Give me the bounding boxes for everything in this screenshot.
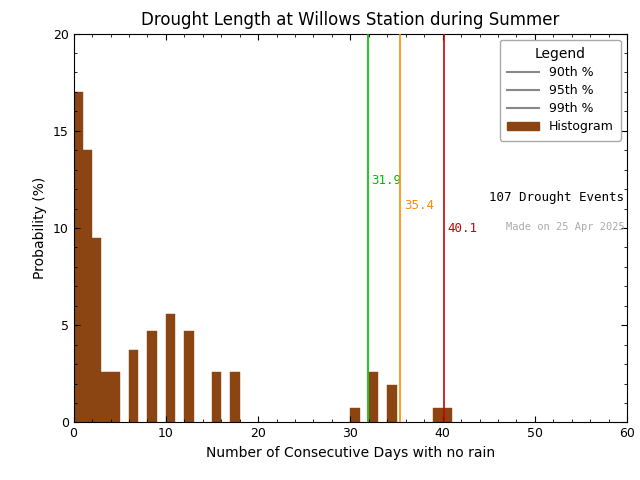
Text: 107 Drought Events: 107 Drought Events [490,191,625,204]
Legend: 90th %, 95th %, 99th %, Histogram: 90th %, 95th %, 99th %, Histogram [500,40,621,141]
Y-axis label: Probability (%): Probability (%) [33,177,47,279]
Bar [111,372,120,422]
Text: 40.1: 40.1 [447,222,477,235]
Bar [351,408,360,422]
Bar [433,408,443,422]
Bar [83,150,92,422]
Title: Drought Length at Willows Station during Summer: Drought Length at Willows Station during… [141,11,559,29]
Bar [74,92,83,422]
Bar [147,331,157,422]
Text: Made on 25 Apr 2025: Made on 25 Apr 2025 [506,222,625,232]
Bar [230,372,239,422]
Text: 35.4: 35.4 [404,199,434,212]
Bar [129,350,138,422]
X-axis label: Number of Consecutive Days with no rain: Number of Consecutive Days with no rain [206,446,495,460]
Bar [443,408,452,422]
Bar [92,238,101,422]
Text: 31.9: 31.9 [372,174,402,187]
Bar [212,372,221,422]
Bar [369,372,378,422]
Bar [101,372,111,422]
Bar [387,385,397,422]
Bar [166,313,175,422]
Bar [184,331,193,422]
